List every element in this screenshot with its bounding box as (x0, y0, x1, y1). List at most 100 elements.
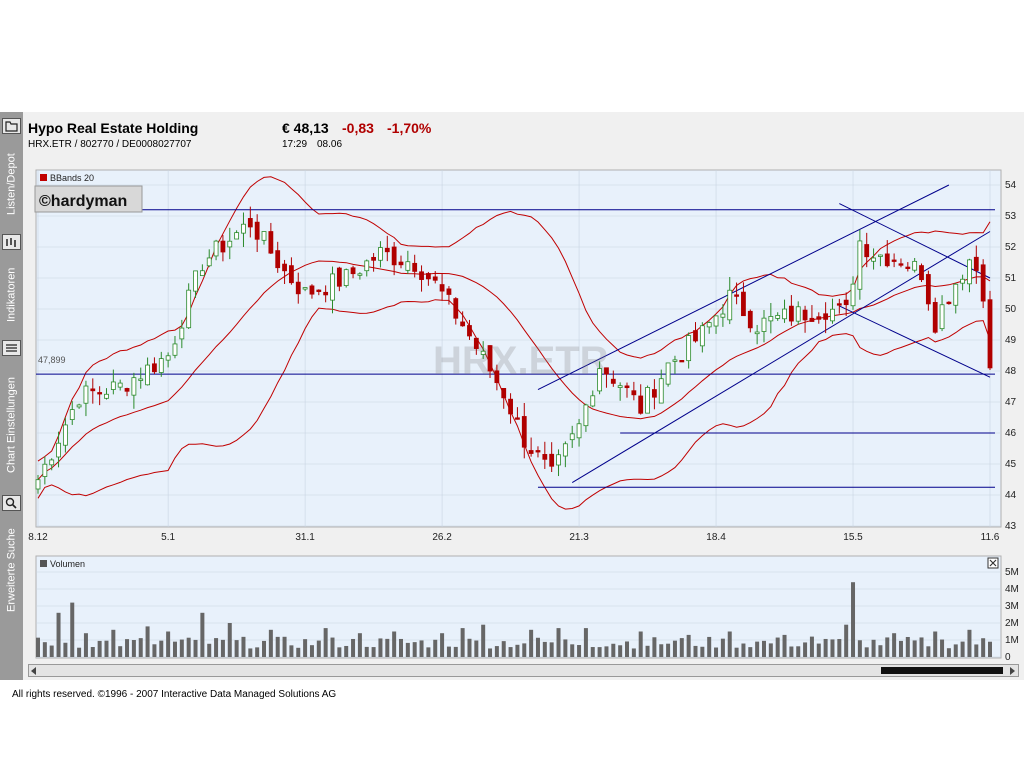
candle-body (542, 454, 548, 460)
volume-bar (919, 637, 924, 657)
volume-bar (36, 637, 40, 657)
candle-body (350, 267, 356, 275)
candle-body (494, 370, 500, 384)
volume-bar (515, 644, 520, 657)
volume-bar (837, 639, 842, 657)
price-y-tick-label: 53 (1005, 211, 1017, 222)
quote-date: 08.06 (317, 139, 343, 150)
candle-body (241, 223, 246, 234)
volume-bar (933, 631, 938, 657)
candle-body (925, 274, 931, 305)
candle-body (706, 322, 712, 328)
volume-bar (851, 582, 856, 657)
candle-body (268, 231, 274, 254)
candle-body (556, 454, 561, 466)
candle-body (912, 260, 918, 271)
volume-bar (645, 645, 650, 657)
volume-bar (426, 647, 431, 657)
candle-body (425, 273, 431, 280)
quote-time: 17:29 (282, 139, 308, 150)
volume-legend-swatch (40, 560, 47, 567)
candle-body (775, 315, 781, 319)
volume-bar (49, 645, 54, 657)
candle-body (535, 450, 541, 453)
price-x-tick-label: 11.6 (981, 532, 1000, 543)
indicators-icon[interactable] (2, 234, 21, 250)
volume-bar (857, 640, 862, 657)
volume-bar (741, 643, 746, 657)
candle-body (734, 294, 739, 297)
candle-body (419, 271, 424, 280)
volume-bar (227, 623, 232, 657)
candle-body (597, 368, 603, 392)
candle-body (199, 270, 205, 277)
volume-y-tick-label: 0 (1005, 652, 1011, 663)
sidebar-item-chart-einstellungen[interactable]: Chart Einstellungen (5, 377, 18, 474)
candle-body (652, 389, 657, 398)
price-y-axis: 43 44 45 46 47 48 49 50 51 52 53 54 (1005, 180, 1017, 532)
volume-bar (392, 631, 397, 657)
volume-bar (816, 643, 821, 657)
volume-bar (981, 638, 986, 657)
candle-body (788, 305, 794, 322)
candle-body (446, 288, 452, 295)
scroll-thumb[interactable] (881, 667, 1003, 674)
volume-bar (789, 646, 794, 657)
volume-bar (611, 643, 616, 657)
candle-body (145, 364, 150, 386)
volume-bar (337, 647, 342, 657)
candle-body (391, 246, 397, 266)
sidebar-item-erweiterte-suche[interactable]: Erweiterte Suche (5, 528, 18, 612)
copyright-box (34, 185, 143, 213)
sidebar-item-indikatoren[interactable]: Indikatoren (5, 267, 18, 323)
candlesticks (35, 206, 993, 494)
candle-body (521, 416, 527, 448)
candle-body (672, 359, 678, 362)
volume-bar (892, 633, 897, 657)
volume-bar (501, 641, 506, 657)
candle-body (172, 343, 178, 356)
candle-body (336, 267, 342, 287)
scroll-right-arrow-icon[interactable] (1010, 667, 1015, 675)
volume-bar (70, 602, 75, 657)
candle-body (432, 276, 438, 281)
price-panel-bg (35, 169, 1002, 528)
volume-bar (296, 647, 301, 657)
candle-body (295, 281, 301, 295)
candle-body (282, 263, 287, 272)
search-icon[interactable] (2, 495, 21, 511)
volume-bar (796, 646, 801, 657)
sidebar-item-listen-depot[interactable]: Listen/Depot (5, 153, 18, 215)
volume-bar (508, 647, 513, 657)
candle-body (857, 240, 863, 290)
candle-body (138, 378, 144, 381)
volume-bar (720, 638, 725, 657)
candle-body (713, 315, 719, 327)
horizontal-lines (36, 209, 995, 488)
candle-body (569, 433, 575, 441)
volume-bar (364, 646, 369, 657)
candle-body (515, 417, 520, 420)
settings-list-icon[interactable] (2, 340, 21, 356)
volume-bar (638, 631, 643, 657)
candle-body (480, 350, 486, 355)
price-y-tick-label: 48 (1005, 366, 1017, 377)
folder-icon[interactable] (2, 118, 21, 134)
candle-body (508, 398, 513, 415)
price-x-tick-label: 21.3 (569, 532, 589, 543)
volume-bar (583, 628, 588, 657)
volume-bar (309, 645, 314, 657)
candle-body (213, 240, 219, 257)
price-x-tick-label: 15.5 (843, 532, 863, 543)
scroll-left-arrow-icon[interactable] (31, 667, 36, 675)
candle-body (747, 310, 753, 329)
volume-bar (351, 638, 356, 657)
sidebar: Listen/Depot Indikatoren Chart Einstellu… (0, 112, 23, 680)
candle-body (953, 283, 959, 306)
bbands-legend-label: BBands 20 (50, 173, 94, 183)
copyright-label: ©hardyman (39, 193, 127, 210)
time-scrollbar[interactable] (28, 664, 1019, 677)
volume-bar (974, 644, 979, 657)
volume-bar (248, 648, 253, 657)
candle-body (186, 289, 192, 329)
